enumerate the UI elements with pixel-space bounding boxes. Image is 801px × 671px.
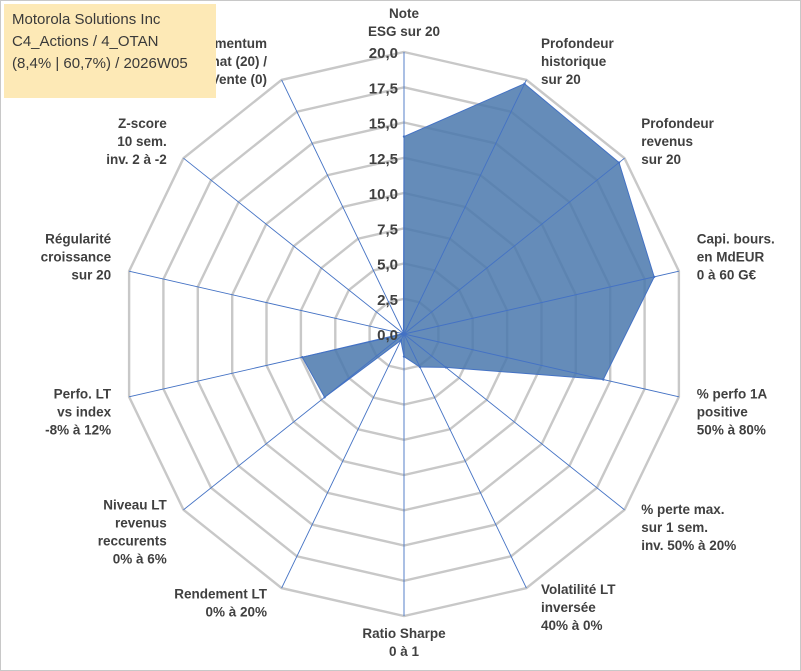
data-point-9	[323, 396, 326, 399]
axis-label-1-line-1: historique	[541, 54, 607, 69]
tick-label-4: 10,0	[369, 186, 398, 203]
tick-label-0: 0,0	[377, 327, 398, 344]
data-point-13	[402, 331, 405, 334]
axis-label-7-line-0: Ratio Sharpe	[362, 626, 446, 641]
spoke-13	[281, 79, 405, 335]
axis-label-10-line-2: -8% à 12%	[45, 423, 111, 438]
axis-label-3-line-0: Capi. bours.	[697, 231, 775, 246]
axis-label-7-line-1: 0 à 1	[389, 644, 420, 659]
axis-label-8-line-0: Rendement LT	[174, 587, 268, 602]
data-point-7	[402, 355, 406, 358]
axis-label-10-line-0: Perfo. LT	[54, 387, 112, 402]
axis-label-1-line-2: sur 20	[541, 72, 581, 87]
axis-label-9-line-1: revenus	[115, 516, 167, 531]
axis-label-2-line-0: Profondeur	[641, 116, 714, 131]
tick-label-1: 2,5	[377, 292, 398, 309]
axis-label-0-line-1: ESG sur 20	[368, 24, 440, 39]
tick-label-3: 7,5	[377, 221, 398, 238]
spoke-11	[128, 270, 405, 335]
axis-label-11-line-1: croissance	[41, 249, 112, 264]
axis-label-5-line-1: sur 1 sem.	[641, 520, 708, 535]
axis-label-8-line-1: 0% à 20%	[205, 605, 267, 620]
spoke-9	[183, 333, 405, 511]
axis-label-3-line-1: en MdEUR	[697, 249, 765, 264]
axis-label-3-line-2: 0 à 60 G€	[697, 267, 757, 282]
axis-label-9-line-2: reccurents	[98, 534, 167, 549]
axis-label-4-line-1: positive	[697, 405, 749, 420]
tick-label-6: 15,0	[369, 116, 398, 133]
data-point-2	[617, 161, 621, 164]
axis-label-12-line-2: inv. 2 à -2	[106, 152, 167, 167]
tick-label-5: 12,5	[369, 151, 398, 168]
spoke-12	[183, 157, 405, 335]
axis-label-12-line-0: Z-score	[118, 116, 167, 131]
data-point-8	[399, 339, 403, 342]
axis-label-9-line-0: Niveau LT	[103, 498, 167, 513]
data-point-5	[444, 366, 448, 369]
axis-label-2-line-2: sur 20	[641, 152, 681, 167]
axis-label-9-line-3: 0% à 6%	[113, 552, 167, 567]
spoke-1	[403, 79, 527, 335]
data-point-4	[602, 378, 605, 381]
spoke-5	[403, 333, 625, 511]
spoke-10	[128, 333, 405, 398]
axis-label-6-line-0: Volatilité LT	[541, 582, 616, 597]
spoke-3	[403, 270, 680, 335]
tick-label-8: 20,0	[369, 45, 398, 62]
tick-label-2: 5,0	[377, 257, 398, 274]
title-line-3: (8,4% | 60,7%) / 2026W05	[12, 55, 188, 72]
data-point-6	[418, 365, 422, 369]
axis-label-6-line-1: inversée	[541, 600, 596, 615]
axis-label-5-line-2: inv. 50% à 20%	[641, 538, 736, 553]
spoke-8	[281, 333, 405, 589]
axis-label-11-line-2: sur 20	[71, 267, 111, 282]
title-line-1: Motorola Solutions Inc	[12, 11, 161, 28]
data-point-10	[301, 356, 304, 359]
axis-label-1-line-0: Profondeur	[541, 36, 614, 51]
data-point-3	[653, 275, 656, 279]
title-box: Motorola Solutions Inc C4_Actions / 4_OT…	[4, 4, 216, 98]
spoke-6	[403, 333, 527, 589]
axis-label-12-line-1: 10 sem.	[117, 134, 167, 149]
axis-label-4-line-0: % perfo 1A	[697, 387, 768, 402]
data-point-1	[523, 82, 526, 85]
spoke-2	[403, 157, 625, 335]
data-point-0	[402, 135, 406, 138]
axis-label-6-line-2: 40% à 0%	[541, 618, 603, 633]
spoke-4	[403, 333, 680, 398]
axis-label-0-line-0: Note	[389, 6, 419, 21]
axis-label-13-line-2: Vente (0)	[211, 72, 267, 87]
axis-label-5-line-0: % perte max.	[641, 502, 724, 517]
title-line-2: C4_Actions / 4_OTAN	[12, 33, 159, 50]
axis-label-2-line-1: revenus	[641, 134, 693, 149]
axis-label-11-line-0: Régularité	[45, 231, 112, 246]
tick-label-7: 17,5	[369, 80, 398, 97]
axis-label-10-line-1: vs index	[57, 405, 112, 420]
axis-label-4-line-2: 50% à 80%	[697, 423, 766, 438]
